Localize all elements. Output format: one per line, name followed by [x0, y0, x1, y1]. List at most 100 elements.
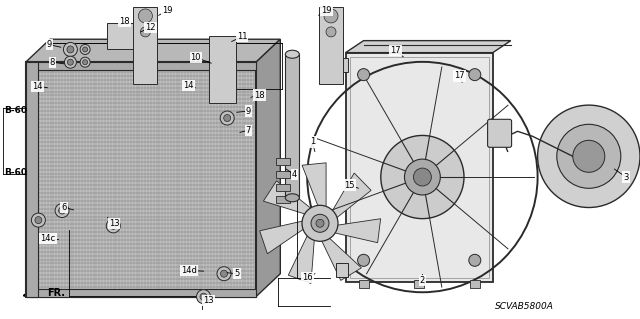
Text: 7: 7: [246, 126, 251, 135]
Text: 17: 17: [454, 71, 465, 80]
Bar: [26, 62, 256, 297]
Bar: [276, 184, 291, 191]
Text: 3: 3: [623, 173, 628, 182]
FancyBboxPatch shape: [133, 7, 157, 84]
Circle shape: [381, 136, 464, 219]
Polygon shape: [320, 236, 362, 280]
Bar: [349, 57, 489, 278]
Polygon shape: [346, 41, 511, 53]
Circle shape: [65, 56, 76, 68]
Circle shape: [217, 267, 231, 281]
Circle shape: [302, 205, 338, 241]
Text: 14: 14: [33, 82, 43, 91]
Bar: [276, 158, 291, 165]
Text: 2: 2: [420, 276, 425, 285]
Text: B-60: B-60: [4, 106, 27, 115]
Text: 11: 11: [237, 32, 247, 41]
Circle shape: [311, 214, 329, 232]
Ellipse shape: [285, 194, 300, 202]
Text: 12: 12: [145, 23, 156, 32]
Text: 1: 1: [310, 137, 315, 146]
Circle shape: [80, 44, 90, 55]
Bar: [276, 197, 291, 204]
FancyBboxPatch shape: [106, 23, 141, 49]
FancyBboxPatch shape: [488, 119, 511, 147]
Polygon shape: [288, 232, 315, 283]
Circle shape: [573, 140, 605, 172]
Circle shape: [404, 159, 440, 195]
Text: 10: 10: [191, 53, 201, 62]
Text: 4: 4: [292, 170, 297, 179]
Circle shape: [106, 219, 120, 233]
Polygon shape: [331, 219, 381, 243]
Text: SCVAB5800A: SCVAB5800A: [495, 302, 554, 311]
Circle shape: [138, 9, 152, 23]
Bar: [26, 62, 256, 70]
Circle shape: [538, 105, 640, 208]
Bar: [285, 54, 300, 198]
Circle shape: [413, 168, 431, 186]
Circle shape: [67, 59, 74, 65]
Text: 18: 18: [120, 17, 130, 26]
Text: 19: 19: [163, 6, 173, 15]
Text: 6: 6: [61, 203, 67, 212]
Circle shape: [59, 207, 65, 214]
Circle shape: [140, 27, 150, 37]
Text: 15: 15: [344, 181, 355, 189]
Circle shape: [326, 27, 336, 37]
Text: 13: 13: [109, 219, 119, 228]
Circle shape: [221, 270, 227, 277]
Ellipse shape: [285, 50, 300, 58]
Text: 5: 5: [234, 269, 239, 278]
Text: 9: 9: [47, 40, 52, 49]
Circle shape: [35, 217, 42, 224]
Text: FR.: FR.: [47, 288, 65, 298]
Circle shape: [200, 293, 207, 300]
Bar: [414, 280, 424, 288]
Circle shape: [196, 290, 211, 304]
Bar: [335, 263, 348, 277]
Circle shape: [83, 60, 88, 65]
Circle shape: [31, 213, 45, 227]
Polygon shape: [256, 39, 280, 297]
Text: 17: 17: [390, 46, 401, 55]
Bar: [358, 280, 369, 288]
Text: 9: 9: [246, 107, 251, 115]
Circle shape: [469, 69, 481, 81]
Circle shape: [358, 69, 370, 81]
Bar: [470, 280, 480, 288]
Text: 8: 8: [50, 58, 55, 67]
Circle shape: [224, 115, 230, 122]
Bar: [26, 62, 38, 297]
Text: 19: 19: [321, 6, 332, 15]
Circle shape: [469, 254, 481, 266]
Circle shape: [63, 42, 77, 56]
Polygon shape: [26, 39, 280, 62]
Text: 18: 18: [255, 91, 265, 100]
Circle shape: [358, 254, 370, 266]
Circle shape: [83, 47, 88, 52]
Circle shape: [324, 9, 338, 23]
FancyBboxPatch shape: [319, 7, 343, 84]
Circle shape: [110, 222, 116, 229]
Text: 16: 16: [302, 273, 312, 282]
Circle shape: [316, 219, 324, 227]
Text: B-60: B-60: [4, 168, 27, 177]
Circle shape: [557, 124, 621, 188]
Circle shape: [55, 204, 69, 218]
Text: 13: 13: [204, 296, 214, 305]
Polygon shape: [264, 181, 314, 215]
Bar: [335, 58, 348, 72]
FancyBboxPatch shape: [209, 36, 236, 103]
Circle shape: [67, 46, 74, 53]
Text: 14: 14: [184, 81, 194, 90]
Circle shape: [220, 111, 234, 125]
Text: 14d: 14d: [182, 266, 197, 275]
Text: 14c: 14c: [40, 234, 56, 243]
Circle shape: [80, 57, 90, 67]
Bar: [276, 171, 291, 178]
Polygon shape: [260, 220, 307, 254]
Polygon shape: [330, 173, 371, 220]
Bar: [26, 62, 256, 297]
Polygon shape: [302, 163, 326, 211]
